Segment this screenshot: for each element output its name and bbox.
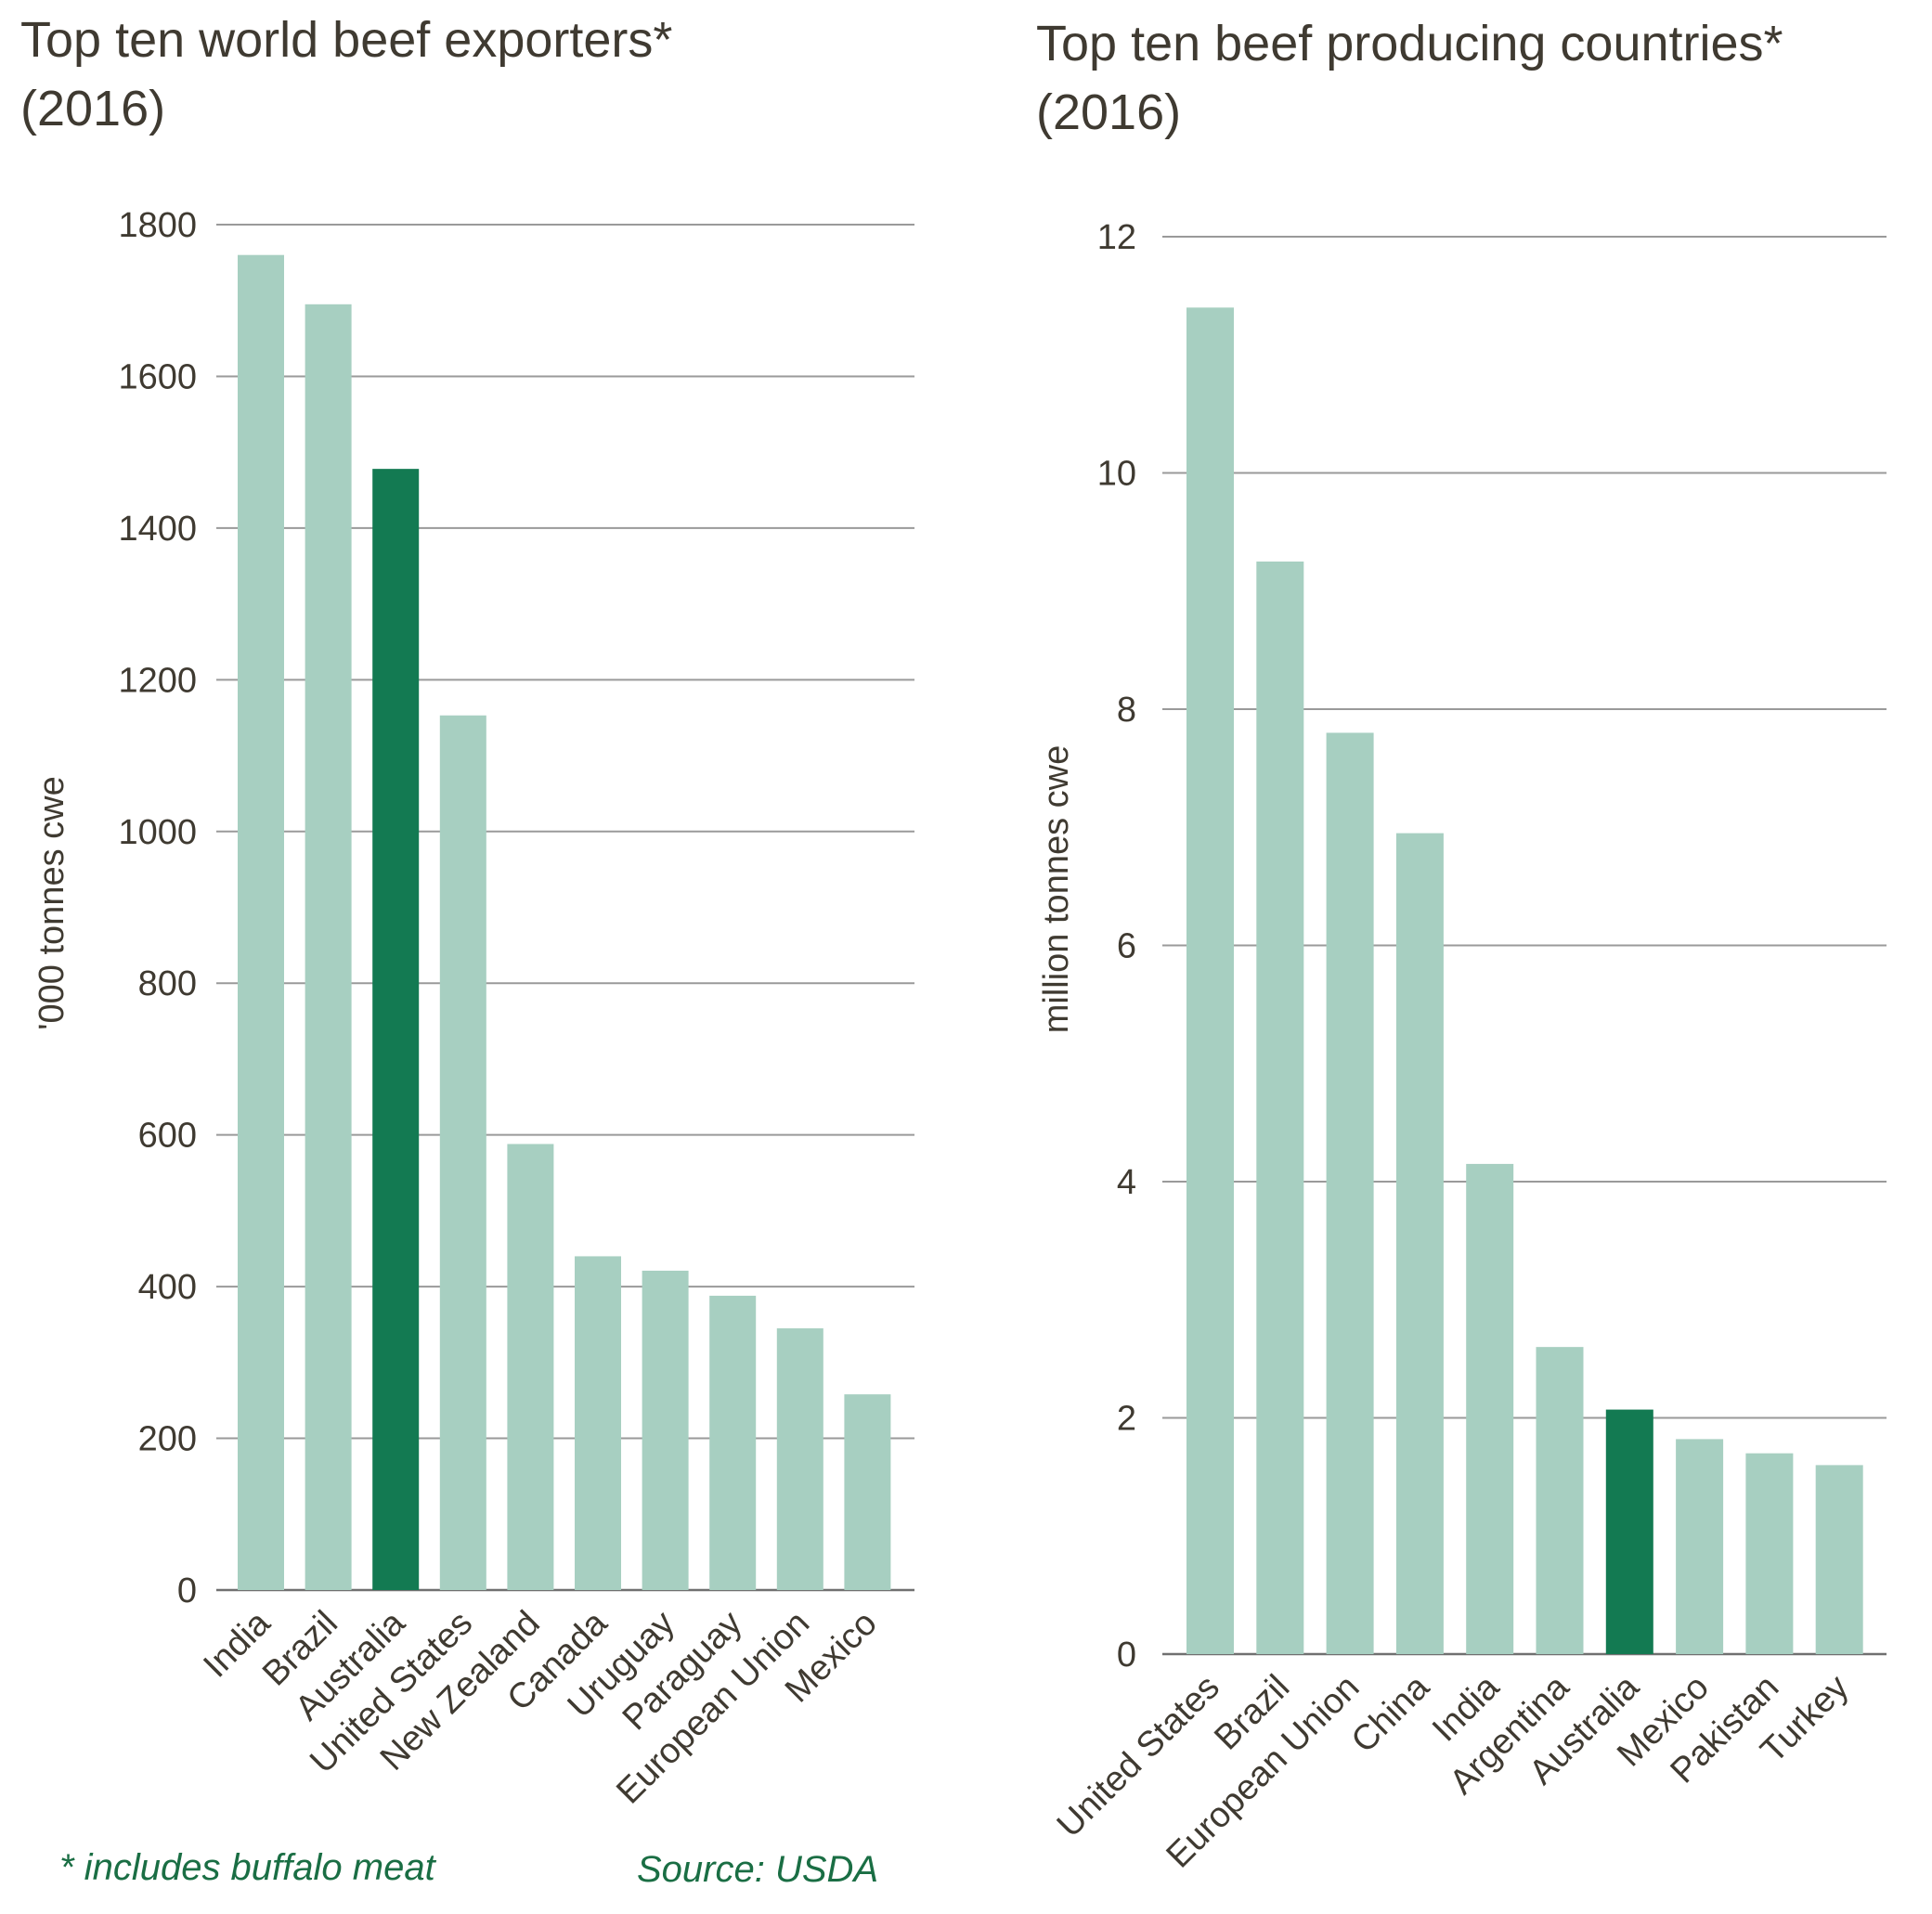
producers-bar-india <box>1466 1163 1514 1654</box>
exporters-bar-australia <box>372 469 420 1591</box>
producers-y-tick-2: 2 <box>1117 1400 1136 1439</box>
producers-bar-european-union <box>1326 732 1374 1654</box>
exporters-y-tick-600: 600 <box>138 1117 197 1156</box>
exporters-y-tick-400: 400 <box>138 1268 197 1307</box>
exporters-bar-mexico <box>844 1394 891 1590</box>
exporters-y-tick-1400: 1400 <box>118 510 197 549</box>
producers-bar-pakistan <box>1745 1453 1794 1654</box>
left-chart-title: Top ten world beef exporters* (2016) <box>20 12 673 136</box>
right-chart-title: Top ten beef producing countries* (2016) <box>1036 16 1783 140</box>
exporters-y-tick-1800: 1800 <box>118 206 197 245</box>
exporters-bar-india <box>238 254 284 1590</box>
producers-bar-united-states <box>1186 307 1234 1655</box>
exporters-y-axis-title: '000 tonnes cwe <box>32 776 71 1029</box>
source-note: Source: USDA <box>637 1849 879 1890</box>
producers-y-tick-10: 10 <box>1097 455 1136 494</box>
exporters-y-tick-1600: 1600 <box>118 357 197 396</box>
exporters-bar-brazil <box>305 304 352 1590</box>
producers-y-tick-4: 4 <box>1117 1163 1136 1202</box>
exporters-bar-canada <box>575 1256 621 1590</box>
producers-x-label-china: China <box>1344 1667 1438 1761</box>
producers-y-tick-8: 8 <box>1117 691 1136 730</box>
exporters-chart: 0 200 400 600 800 1000 1200 1400 1600 1800 '000 to… <box>32 206 914 1812</box>
producers-y-axis-title: million tonnes cwe <box>1037 745 1076 1033</box>
producers-bar-australia <box>1605 1409 1653 1654</box>
exporters-bar-new-zealand <box>507 1144 554 1590</box>
exporters-y-tick-200: 200 <box>138 1420 197 1459</box>
producers-bar-brazil <box>1256 561 1304 1654</box>
producers-y-tick-0: 0 <box>1117 1636 1136 1675</box>
producers-bar-china <box>1395 833 1444 1654</box>
exporters-bar-united-states <box>439 715 486 1590</box>
footnote: * includes buffalo meat <box>59 1847 435 1888</box>
exporters-bar-paraguay <box>709 1295 757 1590</box>
producers-y-tick-6: 6 <box>1117 927 1136 966</box>
exporters-bar-uruguay <box>642 1270 689 1590</box>
exporters-y-tick-0: 0 <box>177 1571 197 1610</box>
exporters-y-tick-800: 800 <box>138 964 197 1003</box>
exporters-bar-european-union <box>776 1328 823 1590</box>
producers-bar-turkey <box>1815 1465 1863 1654</box>
producers-bar-argentina <box>1536 1347 1584 1654</box>
exporters-y-tick-1000: 1000 <box>118 813 197 852</box>
exporters-y-tick-1200: 1200 <box>118 661 197 700</box>
producers-bar-mexico <box>1676 1439 1724 1654</box>
producers-y-tick-12: 12 <box>1097 218 1136 257</box>
